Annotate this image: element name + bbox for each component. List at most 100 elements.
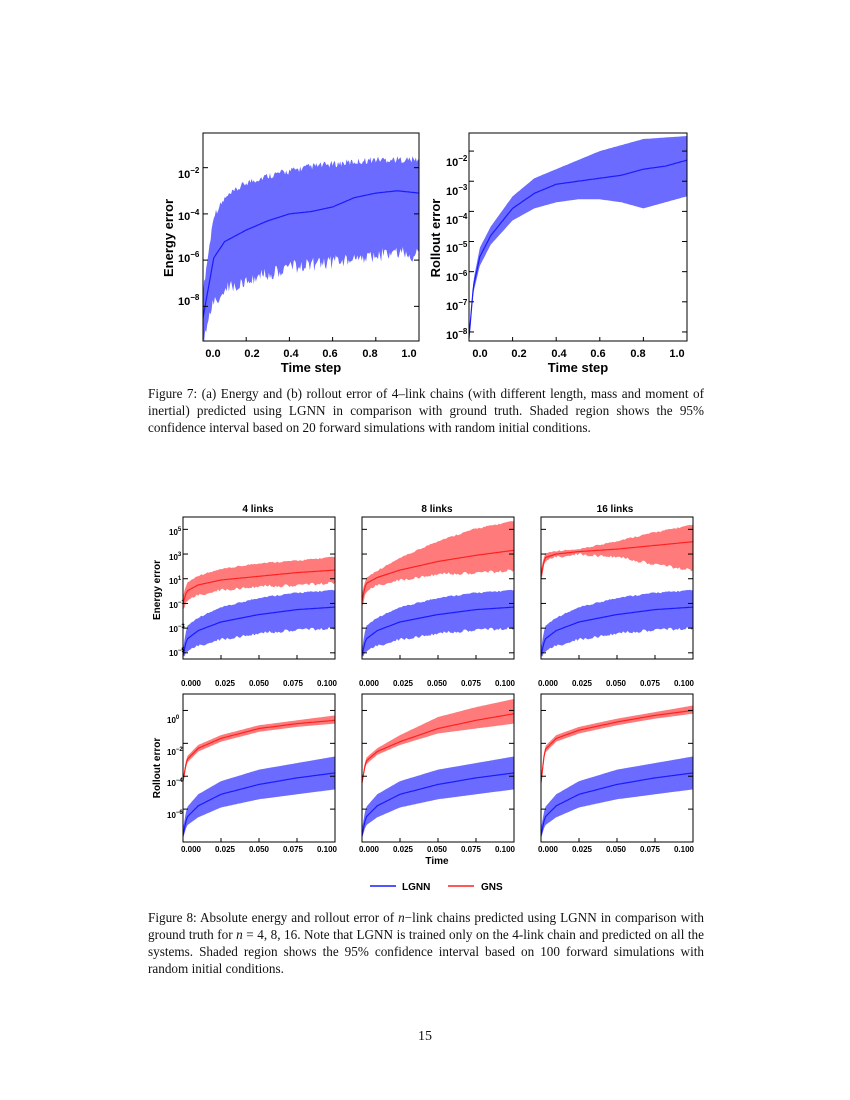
fig8-xtick: 0.075: [461, 845, 482, 854]
gns-median-line: [540, 709, 694, 783]
fig7b-xlabel: Time step: [548, 360, 609, 375]
fig7-caption: Figure 7: (a) Energy and (b) rollout err…: [148, 386, 704, 435]
fig8-xtick: 0.050: [427, 845, 448, 854]
fig8-rollout-ytick: 10−6: [167, 810, 183, 820]
fig7b-plot: [468, 136, 688, 341]
fig7b-ytick: 10−7: [446, 298, 468, 313]
fig8-xtick: 0.100: [495, 845, 516, 854]
fig7a-xlabel: Time step: [281, 360, 342, 375]
fig8-energy-ytick: 10−5: [169, 648, 185, 658]
fig7b-xtick: 0.8: [630, 348, 645, 360]
fig8-xtick: 0.025: [215, 845, 236, 854]
legend-gns-label: GNS: [481, 882, 503, 893]
fig8-xtick: 0.025: [393, 679, 414, 688]
gns-median-line: [182, 719, 336, 782]
fig7a-xtick: 0.0: [205, 348, 220, 360]
fig8-energy-yticks: 105 103 101 10−1 10−3 10−5: [169, 527, 185, 658]
lgnn-confidence-band: [362, 756, 514, 839]
fig7b-ylabel: Rollout error: [428, 199, 443, 278]
fig8-xticks-energy-c0: 0.000 0.025 0.050 0.075 0.100: [181, 679, 338, 688]
lgnn-confidence-band: [183, 756, 335, 839]
fig8-xtick: 0.050: [606, 845, 627, 854]
fig8-xtick: 0.000: [359, 845, 380, 854]
fig7b-ytick: 10−2: [446, 154, 468, 169]
fig7b-xticks: 0.0 0.2 0.4 0.6 0.8 1.0: [472, 348, 684, 360]
fig8-energy-ytick: 10−1: [169, 600, 185, 610]
fig7b-xtick: 0.0: [472, 348, 487, 360]
fig7a-xtick: 0.6: [322, 348, 337, 360]
fig8-rollout-ytick: 100: [167, 715, 180, 725]
fig8-xtick: 0.000: [538, 679, 559, 688]
fig7a-ytick: 10−6: [178, 250, 200, 265]
fig8-xtick: 0.075: [283, 679, 304, 688]
fig8-plots: [182, 516, 694, 843]
fig7a-xtick: 1.0: [401, 348, 416, 360]
fig8-rollout-ylabel: Rollout error: [152, 738, 163, 799]
gns-confidence-band: [362, 520, 514, 608]
fig8-xtick: 0.025: [572, 679, 593, 688]
lgnn-median-line: [182, 772, 336, 836]
gns-median-line: [361, 549, 515, 602]
fig8-xtick: 0.100: [495, 679, 516, 688]
fig8-energy-ytick: 103: [169, 552, 182, 562]
fig7b-xtick: 0.4: [551, 348, 567, 360]
lgnn-confidence-band: [362, 589, 514, 657]
fig8-xtick: 0.050: [249, 845, 270, 854]
fig8-col-title: 8 links: [421, 504, 453, 515]
gns-median-line: [540, 541, 694, 577]
fig8-caption-gnn2: GNN: [364, 927, 394, 942]
fig7a-xtick: 0.8: [362, 348, 377, 360]
fig8-xtick: 0.050: [427, 679, 448, 688]
fig8-panel-frame: [540, 693, 694, 843]
fig8-xlabel: Time: [425, 856, 449, 867]
fig8-panel-frame: [361, 516, 515, 660]
fig8-panel: [361, 693, 515, 843]
fig8-col-title: 16 links: [597, 504, 634, 515]
lgnn-confidence-band: [541, 756, 693, 839]
fig8-caption-gnn: GNN: [568, 910, 597, 925]
fig7a-xtick: 0.4: [283, 348, 299, 360]
lgnn-median-line: [361, 772, 515, 836]
fig7-svg: 0.0 0.2 0.4 0.6 0.8 1.0 10−2 10−4 10−6 1…: [161, 132, 688, 375]
fig7b-frame: [468, 132, 688, 342]
fig8-caption-p5: is trained only on the 4-link chain and …: [148, 927, 704, 976]
fig8-panel: [540, 693, 694, 843]
fig7a-ytick: 10−2: [178, 166, 200, 181]
fig7b-ytick: 10−8: [446, 327, 468, 342]
lgnn-confidence-band: [183, 589, 335, 657]
legend-lgnn-label: LGNN: [402, 882, 430, 893]
fig8-xtick: 0.100: [317, 679, 338, 688]
fig8-xticks-rollout-c0: 0.000 0.025 0.050 0.075 0.100: [181, 845, 338, 854]
lgnn-median-line: [468, 159, 688, 339]
fig7b-ytick: 10−6: [446, 269, 468, 284]
lgnn-median-line: [182, 606, 336, 656]
lgnn-confidence-band: [203, 156, 419, 342]
fig8-xtick: 0.050: [249, 679, 270, 688]
fig7b-xtick: 1.0: [669, 348, 684, 360]
fig8-rollout-yticks: 100 10−2 10−4 10−6: [167, 715, 183, 820]
fig8-xtick: 0.000: [181, 679, 202, 688]
fig7a-frame: [202, 132, 420, 342]
lgnn-median-line: [540, 606, 694, 656]
fig7a-xtick: 0.2: [244, 348, 259, 360]
page-number: 15: [418, 1029, 432, 1044]
fig8-xtick: 0.050: [606, 679, 627, 688]
fig7b-ytick: 10−5: [446, 240, 468, 255]
fig8-xtick: 0.075: [461, 679, 482, 688]
lgnn-median-line: [540, 772, 694, 836]
fig7a-yticks: 10−2 10−4 10−6 10−8: [178, 166, 200, 308]
fig8-xticks-rollout-c1: 0.000 0.025 0.050 0.075 0.100: [359, 845, 516, 854]
fig8-caption-n2: n: [236, 927, 243, 942]
fig8-panel-frame: [361, 693, 515, 843]
fig8-panel-frame: [182, 693, 336, 843]
lgnn-confidence-band: [469, 136, 687, 338]
fig8-col-title: 4 links: [242, 504, 274, 515]
fig8-energy-ylabel: Energy error: [152, 560, 163, 620]
fig8-xtick: 0.100: [674, 679, 695, 688]
lgnn-median-line: [202, 190, 420, 319]
fig8-caption-p2: −link chains predicted using L: [404, 910, 569, 925]
fig7b-ytick: 10−4: [446, 212, 468, 227]
fig8-caption: Figure 8: Absolute energy and rollout er…: [148, 909, 704, 977]
fig7a-ylabel: Energy error: [161, 199, 176, 277]
fig8-panel: [361, 516, 515, 660]
